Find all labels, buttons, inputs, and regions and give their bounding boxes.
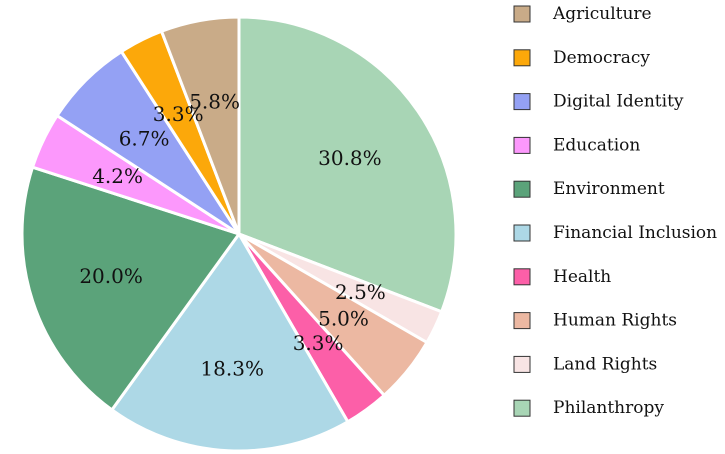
legend-swatch [513, 268, 531, 286]
legend-item-digital-identity: Digital Identity [513, 92, 684, 112]
pie-label-environment: 20.0% [79, 264, 143, 288]
legend-swatch [513, 93, 531, 111]
pie-slices [20, 15, 458, 453]
legend-label: Health [553, 267, 611, 287]
legend-item-education: Education [513, 135, 640, 155]
legend-swatch [513, 136, 531, 154]
legend-label: Education [553, 135, 640, 155]
pie-labels: 30.8%2.5%5.0%3.3%18.3%20.0%4.2%6.7%3.3%5… [79, 90, 385, 381]
pie-label-digital-identity: 6.7% [119, 127, 170, 151]
pie-slice-philanthropy [237, 15, 458, 314]
legend-item-human-rights: Human Rights [513, 311, 677, 331]
pie-label-health: 3.3% [293, 331, 344, 355]
pie-label-financial-inclusion: 18.3% [200, 356, 264, 380]
legend-item-philanthropy: Philanthropy [513, 398, 664, 418]
legend-swatch [513, 49, 531, 67]
legend-label: Agriculture [552, 4, 652, 24]
legend-label: Environment [553, 179, 665, 199]
legend-swatch [513, 5, 531, 23]
pie-label-agriculture: 5.8% [189, 90, 240, 114]
legend-swatch [513, 399, 531, 417]
pie-slice-environment [20, 165, 241, 412]
legend-swatch [513, 180, 531, 198]
pie-label-education: 4.2% [92, 164, 143, 188]
legend-item-democracy: Democracy [513, 48, 650, 68]
pie-label-land-rights: 2.5% [335, 280, 386, 304]
legend-label: Digital Identity [553, 92, 684, 112]
legend-label: Democracy [553, 48, 650, 68]
legend: Agriculture Democracy Digital Identity Educ… [513, 4, 717, 418]
pie-label-human-rights: 5.0% [318, 307, 369, 331]
pie-label-democracy: 3.3% [153, 102, 204, 126]
legend-label: Philanthropy [553, 398, 664, 418]
pie-label-philanthropy: 30.8% [318, 146, 382, 170]
pie-slice-financial-inclusion [110, 232, 350, 453]
legend-item-financial-inclusion: Financial Inclusion [513, 223, 717, 243]
legend-label: Financial Inclusion [553, 223, 717, 243]
legend-item-agriculture: Agriculture [513, 4, 652, 24]
legend-item-environment: Environment [513, 179, 665, 199]
legend-swatch [513, 355, 531, 373]
legend-item-land-rights: Land Rights [513, 354, 657, 374]
legend-label: Land Rights [553, 354, 657, 374]
legend-swatch [513, 224, 531, 242]
legend-item-health: Health [513, 267, 611, 287]
legend-swatch [513, 312, 531, 330]
legend-label: Human Rights [553, 311, 677, 331]
pie-slice-agriculture [160, 15, 241, 236]
